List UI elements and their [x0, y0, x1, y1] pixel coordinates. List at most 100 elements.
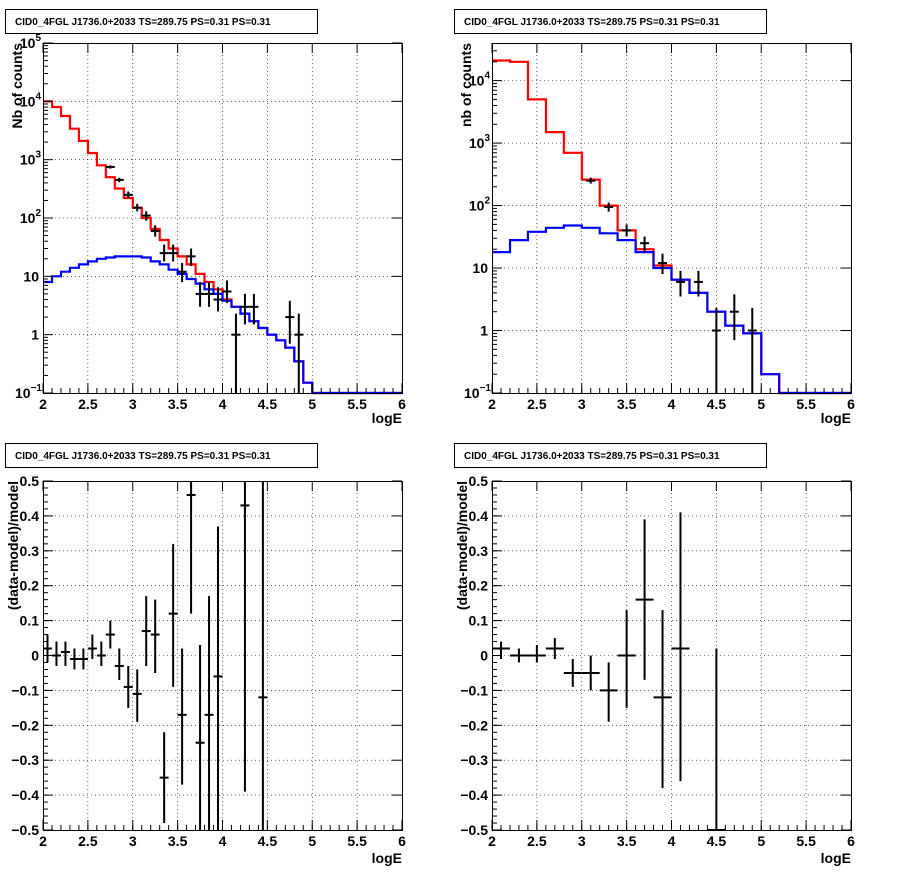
y-tick-label: 0.2 [469, 578, 489, 594]
data-point [159, 244, 169, 262]
y-tick-label: −0.4 [11, 787, 39, 803]
y-tick-label: 102 [20, 208, 42, 226]
y-tick-label: 0.3 [469, 543, 489, 559]
y-tick-label: −0.3 [11, 752, 39, 768]
data-point [747, 307, 757, 393]
x-tick-label: 2 [488, 833, 496, 849]
y-tick-label: 0.4 [469, 508, 489, 524]
x-axis: 2 2.5 3 3.5 4 4.5 5 5.5 6 [488, 481, 855, 849]
y-tick-label: 0.4 [20, 508, 40, 524]
series-line-blue [492, 224, 851, 395]
y-tick-label: 0.5 [469, 473, 489, 489]
y-tick-label: 105 [20, 33, 42, 51]
x-axis-label: logE [372, 850, 402, 866]
x-tick-label: 2 [39, 833, 47, 849]
x-tick-label: 2 [39, 396, 47, 412]
y-tick-label: −0.1 [11, 682, 39, 698]
data-point [213, 287, 223, 312]
data-point [69, 648, 79, 670]
chart-title-box [5, 443, 318, 468]
data-point [249, 293, 259, 325]
x-axis-label: logE [372, 410, 402, 426]
x-tick-label: 3 [129, 396, 137, 412]
y-axis-label: nb of counts [458, 43, 474, 127]
chart-title: CID0_4FGL J1736.0+2033 TS=289.75 PS=0.31… [15, 17, 271, 28]
y-tick-label: 103 [20, 150, 42, 168]
data-point [87, 634, 97, 659]
x-tick-label: 5.5 [347, 833, 367, 849]
data-point [671, 512, 690, 782]
data-point [186, 248, 196, 267]
data-point [132, 669, 142, 722]
x-axis: 2 2.5 3 3.5 4 4.5 5 5.5 6 [39, 481, 406, 849]
y-tick-label: −0.2 [460, 717, 488, 733]
y-tick-label: 10 [472, 260, 488, 276]
chart-panel-top-left: CID0_4FGL J1736.0+2033 TS=289.75 PS=0.31… [5, 9, 406, 426]
x-axis: 2 2.5 3 3.5 4 4.5 5 5.5 6 [39, 43, 406, 412]
data-point [240, 293, 250, 325]
y-tick-label: 102 [469, 196, 491, 214]
data-point [141, 211, 151, 221]
data-point [195, 645, 205, 830]
y-tick-label: 1 [480, 323, 488, 339]
data-point [159, 732, 169, 824]
plot-frame [43, 43, 403, 394]
x-tick-label: 4.5 [707, 833, 727, 849]
data-point [294, 313, 304, 393]
data-point [123, 665, 133, 708]
y-tick-label: −0.5 [460, 822, 488, 838]
x-tick-label: 4 [219, 833, 227, 849]
x-tick-label: 4.5 [258, 833, 278, 849]
data-point [195, 281, 205, 307]
series-line-blue [43, 255, 402, 395]
x-tick-label: 4 [219, 396, 227, 412]
x-tick-label: 3 [578, 833, 586, 849]
y-tick-label: −0.4 [460, 787, 488, 803]
y-axis: 10−1 1 10 102 103 104 [464, 50, 851, 401]
data-point [168, 244, 178, 262]
y-tick-label: −0.2 [11, 717, 39, 733]
data-point [123, 191, 133, 199]
chart-title-box [5, 9, 318, 34]
data-point [141, 596, 151, 666]
chart-title: CID0_4FGL J1736.0+2033 TS=289.75 PS=0.31… [464, 17, 720, 28]
y-tick-label: 10 [23, 268, 39, 284]
data-point [509, 648, 528, 663]
data-point [258, 481, 268, 830]
x-tick-label: 5 [308, 833, 316, 849]
data-point [204, 281, 214, 307]
x-axis: 2 2.5 3 3.5 4 4.5 5 5.5 6 [488, 43, 855, 412]
x-tick-label: 3.5 [168, 396, 188, 412]
y-axis-label: (data-model)/model [454, 481, 470, 610]
data-point [581, 655, 600, 691]
data-point [222, 280, 232, 303]
data-point [527, 645, 546, 663]
data-point [586, 177, 596, 184]
x-tick-label: 6 [847, 396, 855, 412]
chart-title-box [454, 9, 767, 34]
y-tick-label: 104 [469, 71, 491, 89]
x-tick-label: 5.5 [796, 833, 816, 849]
x-tick-label: 4.5 [258, 396, 278, 412]
data-point [51, 641, 61, 666]
x-tick-label: 5 [757, 833, 765, 849]
data-point [96, 641, 106, 666]
data-point [114, 648, 124, 680]
grid [492, 43, 851, 393]
data-point [729, 294, 739, 341]
x-tick-label: 4 [668, 396, 676, 412]
y-tick-label: 10−1 [464, 383, 491, 401]
data-point [213, 526, 223, 830]
data-point [177, 648, 187, 785]
data-point [622, 224, 632, 237]
x-tick-label: 4 [668, 833, 676, 849]
x-axis-label: logE [821, 410, 851, 426]
data-point [285, 300, 295, 344]
x-tick-label: 3 [129, 833, 137, 849]
data-point [599, 662, 618, 722]
data-point [78, 648, 88, 670]
y-tick-label: 104 [20, 91, 42, 109]
y-tick-label: 103 [469, 133, 491, 151]
y-axis-label: Nb of counts [9, 43, 25, 129]
